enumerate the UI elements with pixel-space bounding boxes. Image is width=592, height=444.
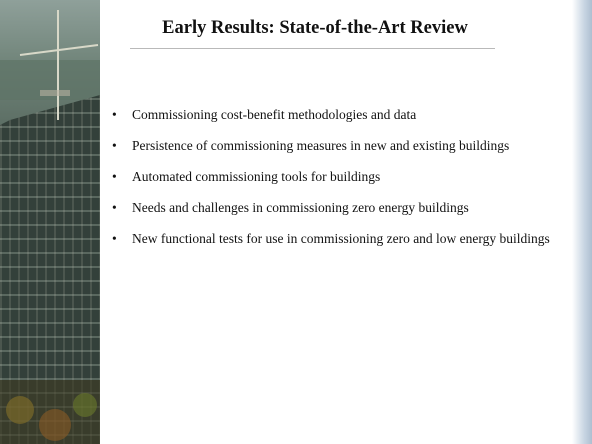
bullet-list: Commissioning cost-benefit methodologies… xyxy=(112,106,567,261)
bullet-item: New functional tests for use in commissi… xyxy=(112,230,567,248)
edge-gradient xyxy=(572,0,592,444)
slide-title: Early Results: State-of-the-Art Review xyxy=(108,18,522,39)
building-photo xyxy=(0,0,100,444)
slide: Early Results: State-of-the-Art Review C… xyxy=(0,0,592,444)
bullet-item: Automated commissioning tools for buildi… xyxy=(112,168,567,186)
title-rule xyxy=(130,48,495,49)
bullet-item: Persistence of commissioning measures in… xyxy=(112,137,567,155)
bullet-item: Needs and challenges in commissioning ze… xyxy=(112,199,567,217)
bullet-item: Commissioning cost-benefit methodologies… xyxy=(112,106,567,124)
